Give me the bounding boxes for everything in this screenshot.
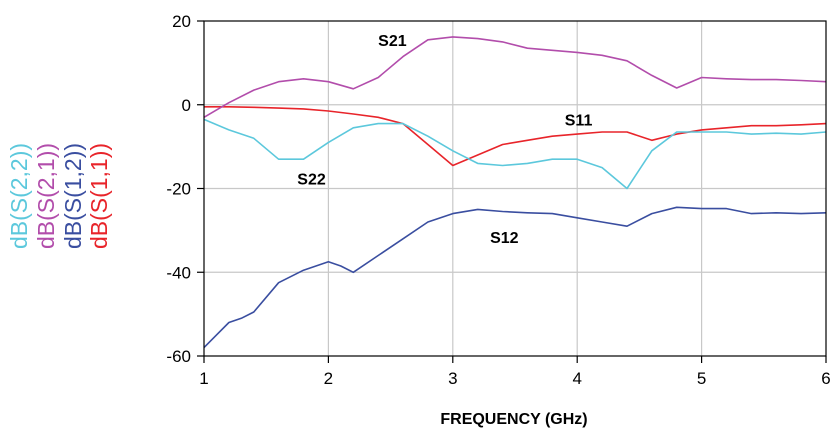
x-tick-label: 6: [821, 369, 830, 388]
y-tick-label: -20: [166, 180, 191, 199]
y-tick-label: 20: [172, 12, 191, 31]
grid-lines: [204, 21, 826, 356]
x-tick-label: 4: [572, 369, 581, 388]
series-annotation: S11: [565, 113, 593, 130]
series-lines: [203, 36, 827, 349]
legend-entry: dB(S(2,2)): [6, 143, 32, 249]
x-tick-label: 2: [324, 369, 333, 388]
x-tick-label: 3: [448, 369, 457, 388]
y-tick-label: -60: [166, 347, 191, 366]
series-annotation: S22: [297, 171, 326, 188]
legend: dB(S(2,2)) dB(S(2,1)) dB(S(1,2)) dB(S(1,1)): [6, 143, 112, 249]
legend-entry: dB(S(2,1)): [33, 143, 59, 249]
y-tick-label: -40: [166, 263, 191, 282]
x-axis-label: FREQUENCY (GHz): [440, 411, 587, 428]
series-line-db-s-2-1: [203, 36, 827, 118]
series-line-db-s-1-1: [204, 106, 827, 167]
x-tick-label: 5: [697, 369, 706, 388]
series-annotations: S21 S11 S22 S12: [297, 33, 592, 247]
x-tick-label: 1: [199, 369, 208, 388]
legend-entry: dB(S(1,2)): [60, 143, 86, 249]
y-tick-label: 0: [182, 96, 191, 115]
legend-entry: dB(S(1,1)): [86, 143, 112, 249]
series-annotation: S12: [490, 230, 519, 247]
series-line-db-s-2-2: [203, 118, 827, 190]
axis-ticks: 1 2 3 4 5 6 20 0 -20 -40 -60: [166, 12, 830, 388]
series-line-db-s-1-2: [203, 206, 827, 349]
series-annotation: S21: [378, 33, 407, 50]
